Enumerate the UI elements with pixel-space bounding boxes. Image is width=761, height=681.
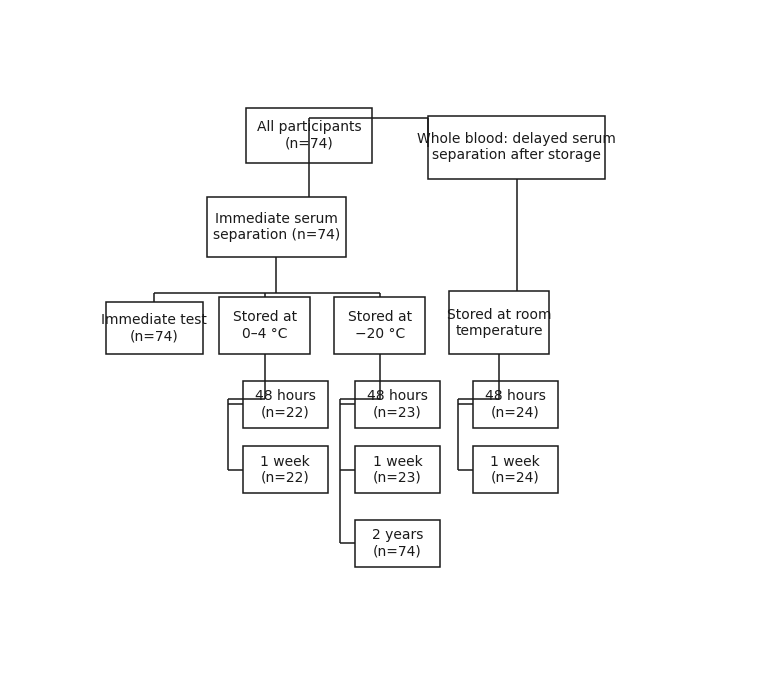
FancyBboxPatch shape [473, 381, 558, 428]
FancyBboxPatch shape [243, 381, 328, 428]
FancyBboxPatch shape [355, 381, 440, 428]
Text: 1 week
(n=23): 1 week (n=23) [373, 455, 422, 485]
Text: Stored at room
temperature: Stored at room temperature [447, 308, 552, 338]
FancyBboxPatch shape [219, 297, 310, 354]
FancyBboxPatch shape [355, 520, 440, 567]
Text: 48 hours
(n=22): 48 hours (n=22) [255, 389, 316, 419]
Text: 48 hours
(n=24): 48 hours (n=24) [485, 389, 546, 419]
Text: Stored at
−20 °C: Stored at −20 °C [348, 311, 412, 340]
Text: Whole blood: delayed serum
separation after storage: Whole blood: delayed serum separation af… [417, 132, 616, 162]
FancyBboxPatch shape [106, 302, 203, 354]
FancyBboxPatch shape [243, 446, 328, 493]
Text: 1 week
(n=24): 1 week (n=24) [491, 455, 540, 485]
Text: Immediate serum
separation (n=74): Immediate serum separation (n=74) [213, 212, 340, 242]
Text: 48 hours
(n=23): 48 hours (n=23) [367, 389, 428, 419]
FancyBboxPatch shape [207, 197, 345, 257]
Text: 2 years
(n=74): 2 years (n=74) [371, 528, 423, 558]
FancyBboxPatch shape [473, 446, 558, 493]
FancyBboxPatch shape [246, 108, 372, 163]
FancyBboxPatch shape [355, 446, 440, 493]
Text: Stored at
0–4 °C: Stored at 0–4 °C [233, 311, 297, 340]
FancyBboxPatch shape [428, 116, 605, 178]
Text: 1 week
(n=22): 1 week (n=22) [260, 455, 310, 485]
Text: All participants
(n=74): All participants (n=74) [256, 121, 361, 151]
Text: Immediate test
(n=74): Immediate test (n=74) [101, 313, 207, 343]
FancyBboxPatch shape [449, 291, 549, 354]
FancyBboxPatch shape [334, 297, 425, 354]
